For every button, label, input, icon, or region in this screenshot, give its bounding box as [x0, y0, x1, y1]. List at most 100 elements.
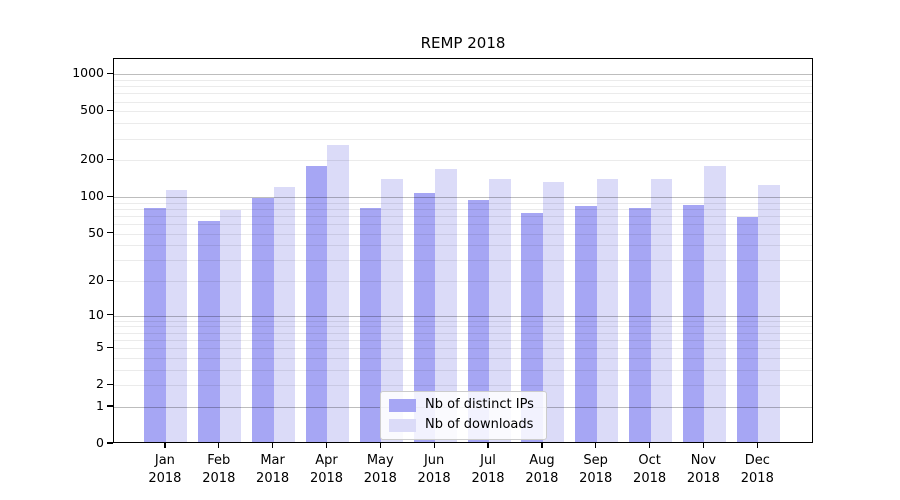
bar-downloads-may [381, 179, 403, 442]
y-tick-label-5: 5 [96, 339, 104, 355]
gridline-y-4 [114, 357, 812, 359]
x-tick-label-aug: Aug 2018 [525, 453, 559, 486]
x-tick-mark [433, 443, 435, 448]
y-tick-mark [107, 232, 113, 234]
x-tick-mark [487, 443, 489, 448]
x-tick-mark [272, 443, 274, 448]
gridline-y-800 [114, 86, 812, 88]
gridline-y-3 [114, 369, 812, 371]
bar-downloads-feb [219, 209, 242, 442]
bar-downloads-dec [758, 185, 780, 442]
y-tick-mark [107, 442, 113, 444]
bar-downloads-sep [596, 178, 619, 442]
gridline-y-5 [114, 348, 812, 350]
bar-distinct-ips-sep [575, 206, 597, 442]
y-tick-mark [107, 109, 113, 112]
bar-distinct-ips-jan [144, 208, 166, 442]
gridline-y-90 [114, 202, 812, 204]
x-tick-mark [541, 443, 543, 448]
legend-item-distinct-ips: Nb of distinct IPs [389, 397, 538, 413]
y-tick-mark [107, 405, 113, 407]
legend-swatch-distinct-ips [389, 398, 416, 412]
legend-swatch-downloads [389, 418, 416, 432]
gridline-y-20 [114, 281, 812, 283]
gridline-y-10 [114, 315, 812, 317]
bar-distinct-ips-dec [736, 217, 759, 442]
x-tick-label-feb: Feb 2018 [202, 453, 236, 486]
bar-distinct-ips-nov [682, 205, 705, 442]
y-tick-mark [107, 158, 113, 160]
legend-label-distinct-ips: Nb of distinct IPs [425, 397, 534, 412]
gridline-y-30 [114, 260, 812, 262]
x-tick-label-sep: Sep 2018 [579, 453, 613, 486]
gridline-y-40 [114, 245, 812, 247]
x-tick-mark [325, 443, 328, 448]
gridline-y-50 [114, 233, 812, 235]
x-tick-mark [649, 443, 651, 448]
gridline-y-900 [114, 80, 812, 81]
y-tick-mark [107, 314, 113, 316]
bar-distinct-ips-jun [413, 192, 436, 442]
legend-label-downloads: Nb of downloads [425, 417, 534, 432]
y-tick-label-500: 500 [80, 102, 104, 118]
bar-distinct-ips-may [359, 207, 382, 442]
legend-item-downloads: Nb of downloads [389, 417, 538, 433]
x-tick-label-may: May 2018 [363, 453, 397, 486]
gridline-y-9 [114, 320, 812, 322]
gridline-y-80 [114, 208, 812, 210]
bar-distinct-ips-aug [521, 213, 543, 442]
y-tick-mark [107, 346, 113, 348]
gridline-y-6 [114, 339, 812, 341]
y-tick-label-0: 0 [96, 435, 104, 450]
gridline-y-200 [114, 160, 812, 162]
bar-distinct-ips-jul [467, 199, 489, 442]
y-tick-mark [107, 383, 113, 385]
bar-downloads-oct [650, 178, 673, 442]
x-tick-mark [702, 443, 705, 448]
bar-distinct-ips-mar [252, 197, 274, 442]
gridline-y-8 [114, 326, 812, 328]
y-tick-label-10: 10 [88, 306, 104, 322]
x-tick-label-dec: Dec 2018 [740, 453, 774, 486]
gridline-y-60 [114, 224, 812, 226]
bar-downloads-jan [165, 190, 188, 442]
legend: Nb of distinct IPs Nb of downloads [380, 391, 547, 440]
gridline-y-500 [114, 111, 812, 113]
y-tick-label-50: 50 [88, 224, 104, 240]
y-tick-label-1000: 1000 [72, 65, 104, 81]
y-tick-label-200: 200 [80, 151, 104, 167]
x-tick-mark [218, 443, 220, 448]
y-tick-mark [107, 72, 113, 75]
gridline-y-700 [114, 93, 812, 95]
y-tick-mark [107, 195, 113, 197]
x-tick-mark [595, 443, 597, 448]
bar-downloads-jul [489, 179, 511, 442]
gridline-y-400 [114, 123, 812, 125]
y-tick-label-1: 1 [96, 397, 104, 413]
x-tick-label-nov: Nov 2018 [686, 453, 720, 486]
bar-downloads-mar [273, 186, 296, 442]
bar-distinct-ips-oct [629, 208, 651, 442]
x-tick-mark [756, 443, 758, 448]
gridline-y-300 [114, 138, 812, 140]
bar-downloads-nov [704, 166, 726, 442]
y-tick-label-2: 2 [96, 376, 104, 392]
gridline-y-2 [114, 385, 812, 387]
gridline-y-1000 [114, 74, 812, 76]
gridline-y-100 [114, 197, 812, 199]
x-tick-label-oct: Oct 2018 [633, 453, 667, 486]
bar-distinct-ips-apr [305, 166, 328, 442]
gridline-y-600 [114, 101, 812, 103]
x-tick-mark [379, 443, 381, 448]
chart-title: REMP 2018 [420, 34, 506, 52]
bar-downloads-aug [542, 182, 565, 442]
bar-downloads-jun [435, 168, 457, 442]
x-tick-label-apr: Apr 2018 [309, 453, 344, 486]
bar-downloads-apr [327, 145, 349, 442]
y-tick-label-100: 100 [80, 188, 104, 204]
x-tick-label-jul: Jul 2018 [471, 453, 505, 486]
x-tick-label-jan: Jan 2018 [148, 453, 182, 486]
x-tick-label-mar: Mar 2018 [256, 453, 290, 486]
y-tick-mark [107, 279, 113, 281]
bar-distinct-ips-feb [198, 221, 220, 442]
